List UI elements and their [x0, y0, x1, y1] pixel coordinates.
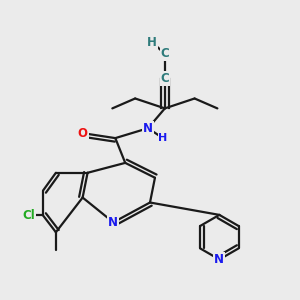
Text: C: C — [160, 47, 169, 60]
Text: Cl: Cl — [23, 209, 35, 222]
Text: N: N — [214, 253, 224, 266]
Text: H: H — [147, 35, 157, 49]
Text: N: N — [108, 216, 118, 229]
Text: N: N — [143, 122, 153, 135]
Text: C: C — [160, 72, 169, 85]
Text: O: O — [78, 127, 88, 140]
Text: H: H — [158, 133, 167, 143]
